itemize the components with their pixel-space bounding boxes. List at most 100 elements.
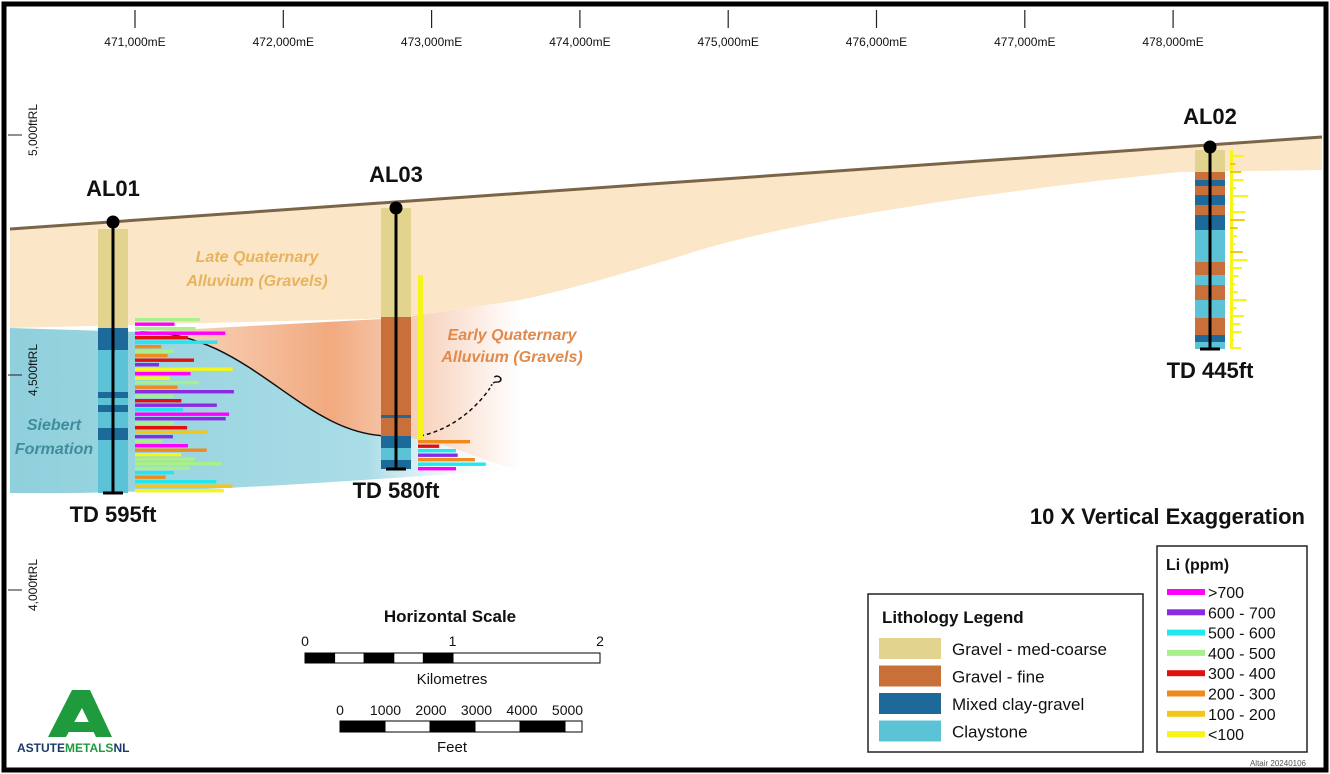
- scale-segment: [520, 721, 565, 732]
- assay-bar: [135, 458, 195, 461]
- assay-bar: [1230, 203, 1234, 205]
- assay-bar: [418, 467, 456, 470]
- assay-bar: [418, 445, 439, 448]
- unit-label: Early Quaternary: [448, 327, 578, 344]
- legend-swatch: [879, 638, 941, 659]
- easting-label: 476,000mE: [846, 35, 907, 49]
- vertical-exaggeration: 10 X Vertical Exaggeration: [1030, 504, 1305, 529]
- assay-bar: [135, 390, 234, 393]
- easting-label: 478,000mE: [1142, 35, 1203, 49]
- legend-label: 600 - 700: [1208, 605, 1276, 622]
- collar: [1204, 141, 1217, 154]
- logo-part: METALS: [65, 741, 113, 755]
- total-depth: TD 445ft: [1167, 358, 1254, 383]
- legend-swatch: [1167, 650, 1205, 656]
- legend-swatch: [1167, 589, 1205, 595]
- scale-title: Horizontal Scale: [384, 607, 516, 626]
- legend-title: Lithology Legend: [882, 608, 1024, 627]
- assay-bar: [135, 395, 174, 398]
- assay-bar: [1230, 235, 1237, 237]
- logo-text: ASTUTEMETALSNL: [17, 741, 129, 755]
- logo-part: NL: [113, 741, 129, 755]
- unit-label: Siebert: [27, 417, 82, 434]
- assay-bar: [418, 458, 475, 461]
- total-depth: TD 595ft: [70, 502, 157, 527]
- assay-bar: [418, 440, 470, 443]
- assay-bar: [418, 454, 458, 457]
- legend-swatch: [1167, 670, 1205, 676]
- scale-label: 4000: [506, 702, 537, 718]
- legend-swatch: [879, 693, 941, 714]
- scale-segment: [305, 653, 335, 663]
- assay-bar: [135, 323, 175, 326]
- collar: [107, 216, 120, 229]
- assay-bar: [1230, 219, 1245, 221]
- easting-label: 477,000mE: [994, 35, 1055, 49]
- unit-label: Formation: [15, 441, 93, 458]
- elevation-label: 5,000ftRL: [26, 104, 40, 156]
- assay-bar: [1230, 275, 1238, 277]
- scale-segment: [364, 653, 394, 663]
- assay-bar: [135, 435, 173, 438]
- assay-bar: [135, 336, 188, 339]
- assay-bar: [1230, 339, 1234, 341]
- legend-label: <100: [1208, 727, 1244, 744]
- assay-bar: [1230, 315, 1244, 317]
- scale-unit: Feet: [437, 739, 468, 756]
- scale-segment: [385, 721, 430, 732]
- assay-bar: [418, 463, 486, 466]
- assay-bar: [135, 345, 161, 348]
- hole-name: AL01: [86, 176, 140, 201]
- scale-segment: [340, 721, 385, 732]
- legend-title: Li (ppm): [1166, 557, 1229, 574]
- legend-label: 500 - 600: [1208, 626, 1276, 643]
- assay-bar: [135, 462, 222, 465]
- collar: [390, 202, 403, 215]
- cross-section: 471,000mE472,000mE473,000mE474,000mE475,…: [0, 0, 1330, 774]
- scale-segment: [394, 653, 424, 663]
- assay-bar: [135, 377, 170, 380]
- assay-bar: [1230, 243, 1235, 245]
- assay-bar: [1230, 227, 1238, 229]
- scale-label: 0: [301, 633, 309, 649]
- assay-bar: [135, 404, 217, 407]
- assay-bar: [135, 350, 174, 353]
- legend-swatch: [1167, 691, 1205, 697]
- assay-bar: [1230, 307, 1237, 309]
- assay-bar: [135, 359, 194, 362]
- assay-bar: [135, 467, 190, 470]
- legend-label: Claystone: [952, 723, 1028, 742]
- assay-bar: [135, 476, 166, 479]
- credit: Altair 20240106: [1250, 759, 1307, 768]
- easting-label: 472,000mE: [253, 35, 314, 49]
- legend-swatch: [1167, 609, 1205, 615]
- assay-bar: [1230, 267, 1242, 269]
- scale-label: 0: [336, 702, 344, 718]
- unit-label: Alluvium (Gravels): [185, 273, 327, 290]
- logo-part: ASTUTE: [17, 741, 65, 755]
- assay-bar: [1230, 291, 1238, 293]
- assay-bar: [1230, 251, 1243, 253]
- assay-bar: [418, 275, 423, 440]
- assay-bar: [1230, 187, 1236, 189]
- assay-bar: [135, 372, 191, 375]
- scale-segment: [335, 653, 365, 663]
- legend-label: Gravel - fine: [952, 668, 1045, 687]
- assay-bar: [135, 431, 207, 434]
- assay-bar: [418, 449, 456, 452]
- scale-label: 1000: [370, 702, 401, 718]
- assay-bar: [1230, 171, 1241, 173]
- total-depth: TD 580ft: [353, 478, 440, 503]
- scale-label: 5000: [552, 702, 583, 718]
- legend-label: Gravel - med-coarse: [952, 640, 1107, 659]
- scale-segment: [453, 653, 600, 663]
- scale-segment: [423, 653, 453, 663]
- assay-bar: [1230, 323, 1240, 325]
- assay-bar: [135, 327, 196, 330]
- assay-bar: [1230, 211, 1245, 213]
- easting-label: 473,000mE: [401, 35, 462, 49]
- legend-swatch: [879, 666, 941, 687]
- assay-bar: [135, 363, 159, 366]
- scale-label: 3000: [461, 702, 492, 718]
- assay-bar: [135, 485, 232, 488]
